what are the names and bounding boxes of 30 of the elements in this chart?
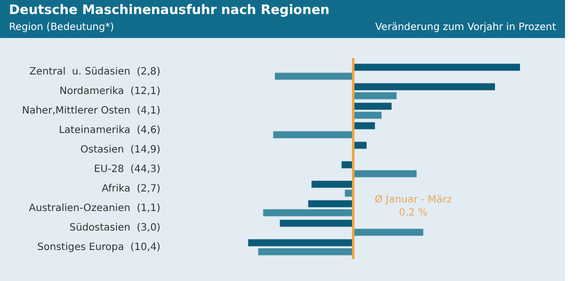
y-tick-label: Nordamerika (12,1) — [59, 86, 161, 97]
bar — [280, 220, 354, 227]
bar — [248, 239, 354, 246]
y-tick-label: Lateinamerika (4,6) — [58, 124, 161, 136]
bar — [353, 170, 417, 178]
y-tick-label: Naher,Mittlerer Osten (4,1) — [22, 105, 161, 116]
bar — [258, 248, 354, 256]
y-tick-label: Zentral u. Südasien (2,8) — [29, 66, 161, 78]
y-tick-label: Sonstiges Europa (10,4) — [37, 242, 161, 253]
y-tick-label: Südostasien (3,0) — [70, 222, 161, 234]
y-axis-title: Region (Bedeutung*) — [9, 22, 114, 33]
y-tick-label: Ostasien (14,9) — [80, 144, 161, 156]
bar — [312, 180, 354, 188]
bar — [353, 228, 424, 236]
bar — [353, 92, 397, 100]
chart-title: Deutsche Maschinenausfuhr nach Regionen — [9, 3, 330, 18]
y-tick-label: EU-28 (44,3) — [94, 164, 161, 175]
bar — [308, 200, 354, 208]
bar — [353, 122, 375, 130]
bar — [353, 83, 495, 90]
y-tick-label: Australien-Ozeanien (1,1) — [28, 202, 161, 214]
annotation: Ø Januar - März 0,2 % — [374, 194, 452, 218]
bar — [273, 131, 354, 138]
y-tick-label: Afrika (2,7) — [102, 183, 161, 194]
bar — [263, 209, 354, 216]
bar — [353, 64, 520, 71]
x-axis-title: Veränderung zum Vorjahr in Prozent — [375, 22, 556, 33]
bar — [353, 102, 392, 110]
bar — [353, 112, 382, 119]
bar — [274, 72, 354, 80]
